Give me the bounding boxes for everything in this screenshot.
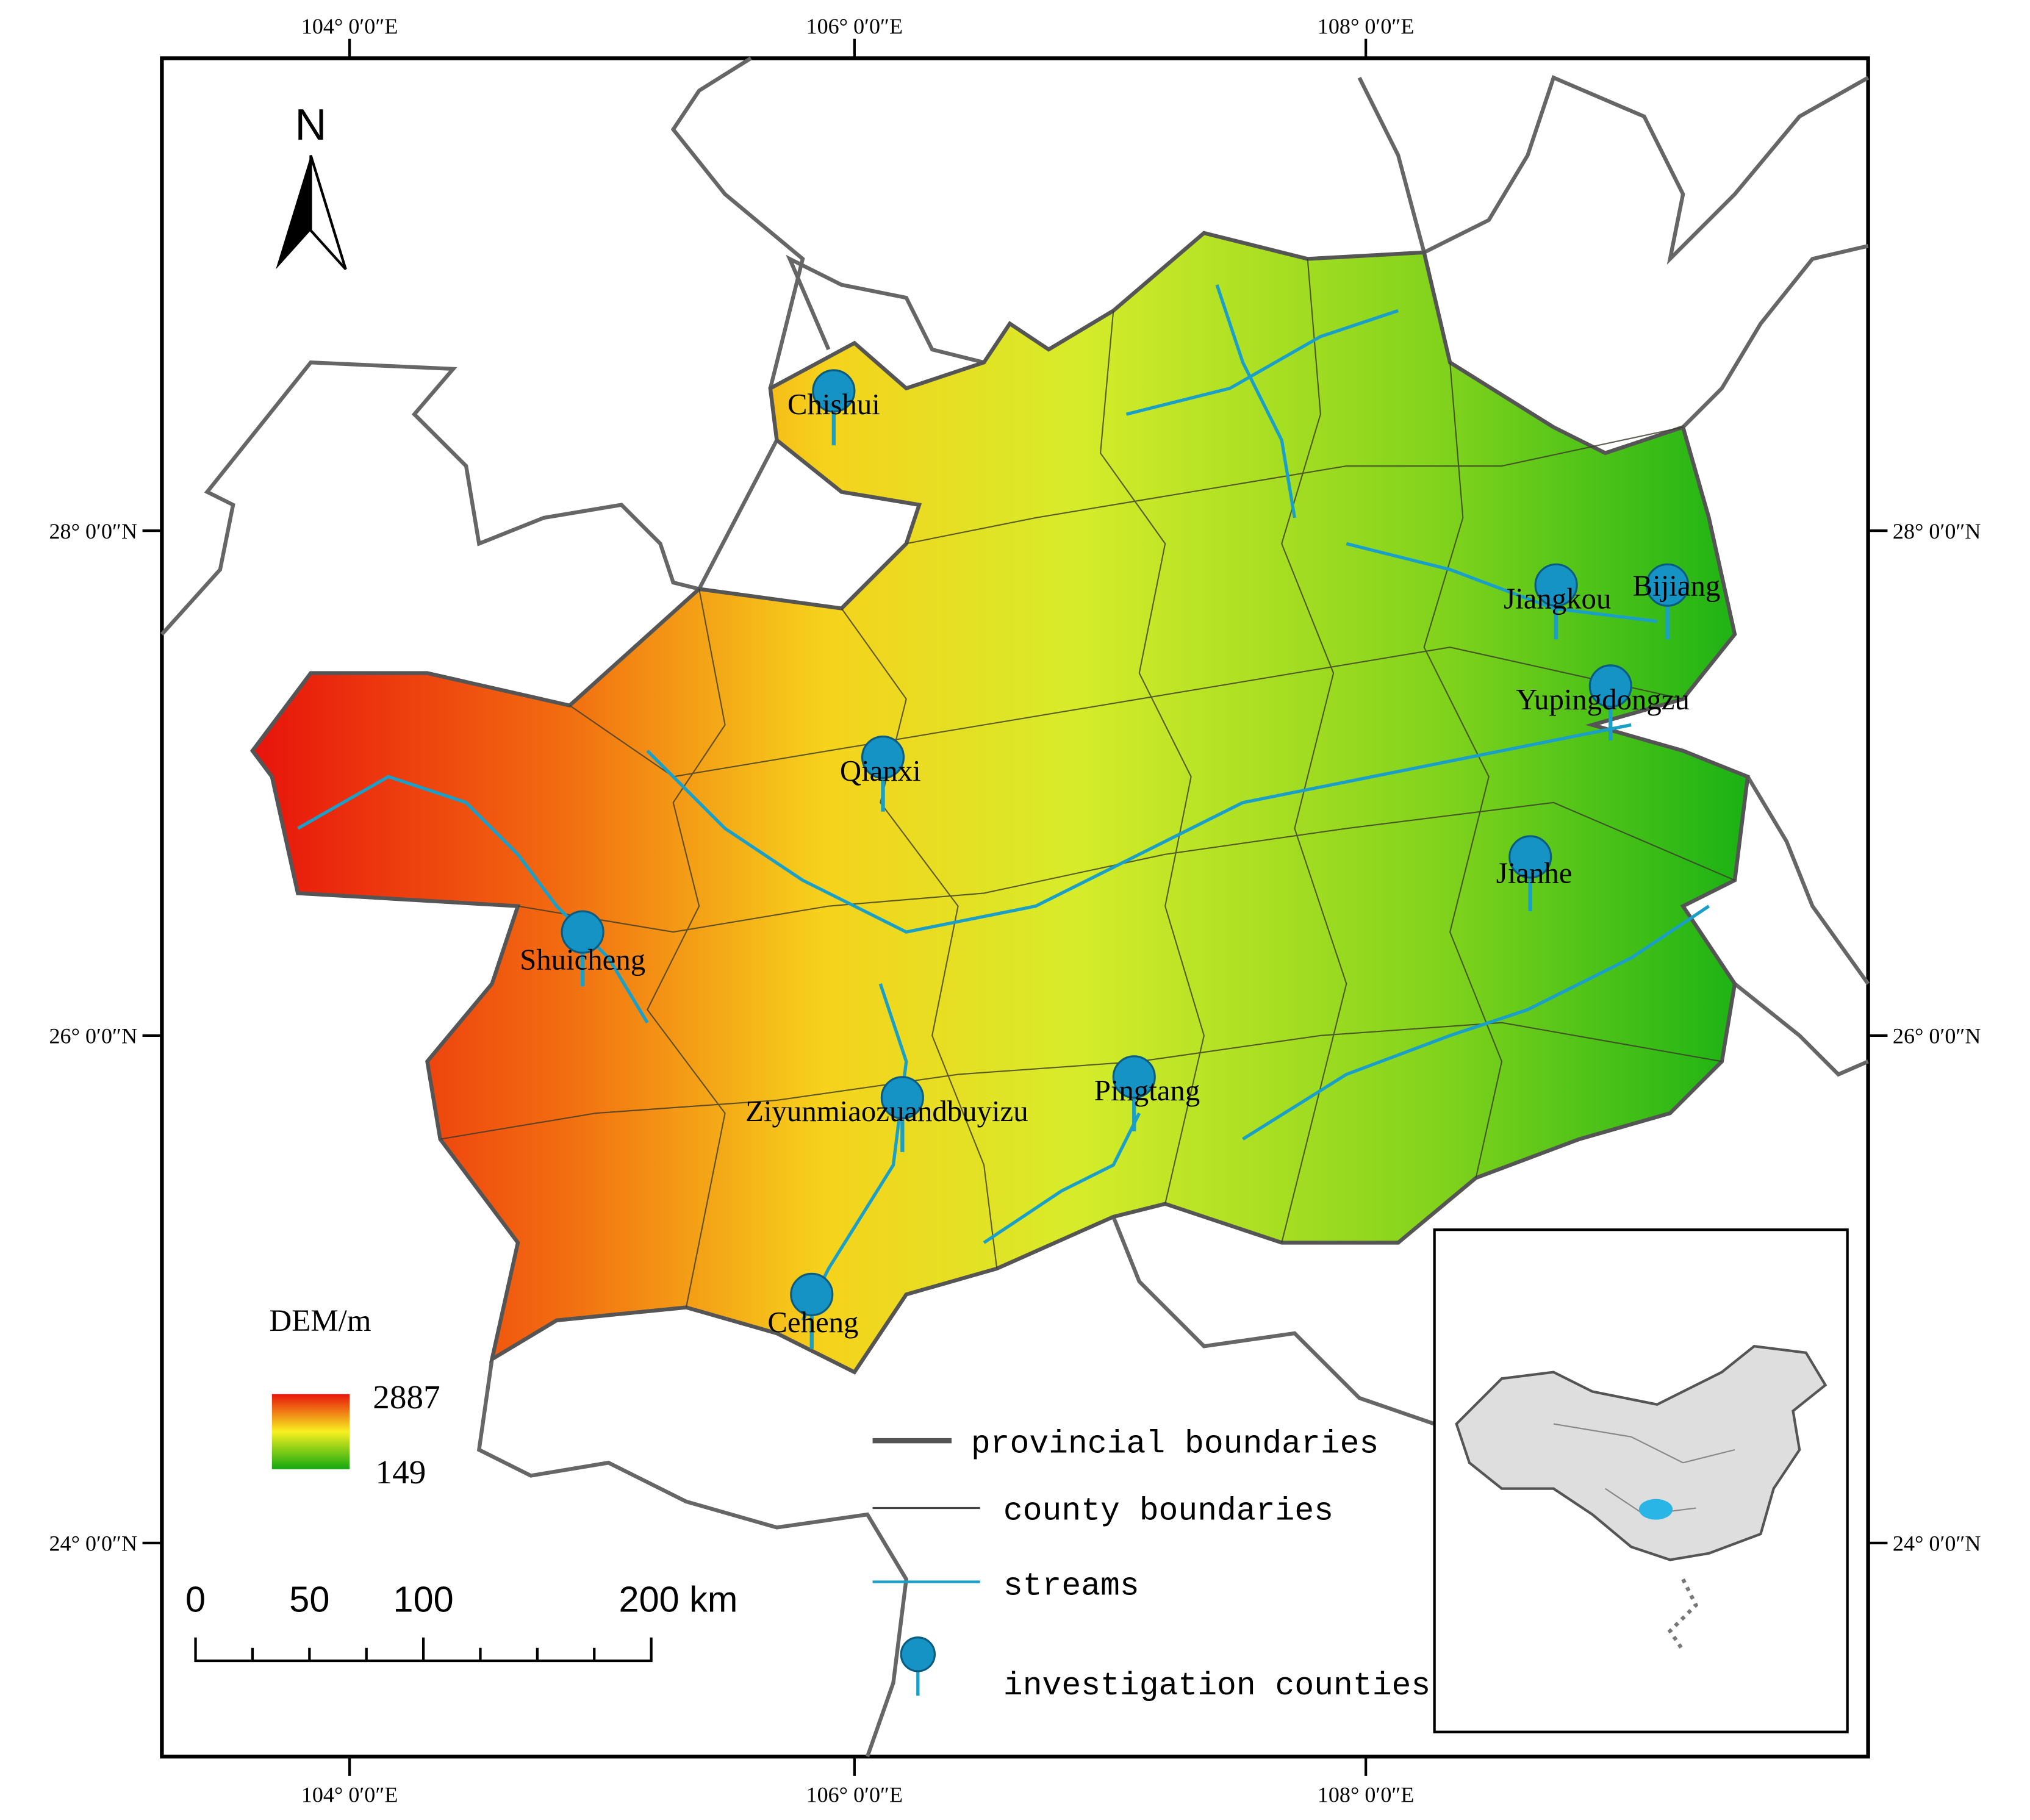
latitude-label: 28° 0′0″N (1893, 519, 1981, 543)
county-marker (1646, 563, 1690, 640)
dem-max-label: 2887 (373, 1378, 440, 1416)
legend-label: investigation counties (1003, 1668, 1430, 1704)
county-marker (880, 1076, 924, 1152)
scale-label: 100 (393, 1578, 454, 1619)
county-label: Yupingdongzu (1516, 683, 1690, 716)
county-label: Shuicheng (520, 944, 645, 976)
county-label: Pingtang (1094, 1074, 1200, 1107)
county-label: Chishui (787, 388, 880, 421)
longitude-label: 104° 0′0″E (301, 14, 398, 38)
marker-head (1588, 664, 1632, 708)
legend-label: county boundaries (1003, 1493, 1333, 1530)
county-marker (1534, 563, 1578, 640)
county-marker (790, 1272, 834, 1349)
legend-label: provincial boundaries (971, 1425, 1379, 1462)
county-marker (812, 369, 856, 446)
longitude-label: 106° 0′0″E (806, 14, 903, 38)
marker-head (1534, 563, 1578, 607)
county-marker (861, 736, 905, 812)
north-arrow: N (276, 101, 347, 270)
county-label: Jianhe (1496, 856, 1573, 889)
marker-head (561, 910, 604, 954)
latitude-label: 28° 0′0″N (49, 519, 138, 543)
marker-head (861, 736, 905, 779)
inset-map (1433, 1228, 1849, 1733)
marker-head (790, 1272, 834, 1316)
latitude-label: 26° 0′0″N (1893, 1024, 1981, 1048)
scale-label: 0 (185, 1578, 206, 1619)
marker-head (1508, 835, 1552, 879)
longitude-label: 106° 0′0″E (806, 1782, 903, 1807)
county-boundaries (440, 259, 1735, 1308)
legend-label: streams (1003, 1568, 1139, 1605)
longitude-label: 108° 0′0″E (1318, 1782, 1415, 1807)
north-label: N (295, 101, 326, 149)
county-marker (561, 910, 604, 987)
county-label: Qianxi (840, 754, 921, 787)
scale-label: 50 (289, 1578, 329, 1619)
latitude-label: 24° 0′0″N (49, 1532, 138, 1556)
scale-bar: 0 50 100 200 km (185, 1578, 738, 1663)
dem-min-label: 149 (376, 1453, 426, 1491)
county-label: Jiangkou (1504, 582, 1611, 615)
county-label: Ceheng (767, 1306, 858, 1339)
latitude-label: 24° 0′0″N (1893, 1532, 1981, 1556)
streams (296, 284, 1710, 1321)
county-marker (1508, 835, 1552, 912)
county-label: Ziyunmiaozuandbuyizu (745, 1095, 1028, 1128)
legend: provincial boundaries county boundaries … (872, 1425, 1430, 1704)
county-marker (1588, 664, 1632, 740)
marker-head (1112, 1055, 1156, 1099)
longitude-label: 108° 0′0″E (1318, 14, 1415, 38)
longitude-label: 104° 0′0″E (301, 1782, 398, 1807)
county-label: Bijiang (1633, 569, 1721, 602)
dem-color-ramp (271, 1394, 350, 1469)
scale-label: 200 km (619, 1578, 738, 1619)
county-marker (1112, 1055, 1156, 1131)
guizhou-province (249, 231, 1750, 1375)
latitude-label: 26° 0′0″N (49, 1024, 138, 1048)
dem-legend-title: DEM/m (270, 1304, 371, 1338)
marker-head (880, 1076, 924, 1120)
marker-head (1646, 563, 1690, 607)
marker-head (812, 369, 856, 413)
